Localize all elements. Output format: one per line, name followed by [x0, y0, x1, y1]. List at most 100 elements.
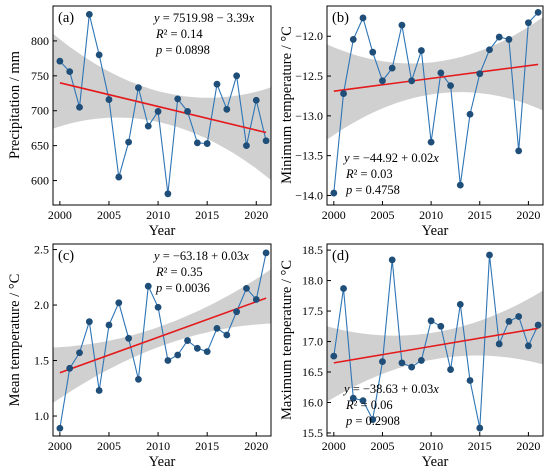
- y-tick-label: 1.5: [34, 354, 49, 368]
- x-tick-label: 2010: [419, 208, 443, 222]
- x-tick-label: 2000: [322, 439, 346, 453]
- data-point: [379, 358, 386, 366]
- data-point: [340, 90, 347, 97]
- data-point: [476, 70, 484, 78]
- y-tick-label: 18.5: [302, 243, 323, 257]
- x-tick-label: 2015: [195, 208, 219, 222]
- data-point: [388, 64, 396, 72]
- y-tick-label: 16.5: [302, 365, 323, 379]
- data-point: [515, 313, 523, 320]
- y-tick-label: 1.0: [34, 409, 49, 423]
- plot-frame: [326, 243, 544, 437]
- x-axis-label: Year: [422, 223, 449, 239]
- panel-label: (d): [332, 248, 349, 264]
- data-point: [125, 138, 133, 146]
- data-point: [233, 72, 241, 80]
- data-point: [154, 303, 162, 311]
- data-point: [379, 77, 386, 85]
- plot-frame: [52, 243, 272, 437]
- x-tick-label: 2005: [370, 208, 394, 222]
- x-tick-label: 2020: [244, 208, 268, 222]
- data-point: [252, 96, 260, 104]
- y-tick-label: 15.5: [302, 426, 323, 440]
- data-point: [262, 137, 270, 145]
- data-point: [417, 357, 425, 364]
- data-point: [66, 364, 74, 372]
- x-tick-label: 2000: [48, 208, 72, 222]
- data-point: [85, 318, 93, 326]
- data-point: [408, 77, 416, 85]
- chart-panel-1: 2000 2005 2010 2015 2020 600 650 700 750 800 Year P…: [7, 5, 272, 239]
- x-axis-label: Year: [149, 454, 176, 470]
- x-tick-label: 2005: [97, 439, 121, 453]
- panel-label: (b): [332, 10, 349, 26]
- panel-label: (c): [58, 248, 74, 264]
- data-point: [164, 190, 172, 198]
- data-point: [115, 173, 123, 181]
- data-point: [437, 322, 445, 330]
- y-tick-label: 17.0: [302, 335, 323, 349]
- data-point: [398, 359, 406, 367]
- r-squared: R² = 0.35: [155, 265, 203, 279]
- x-tick-label: 2000: [322, 208, 346, 222]
- regression-equation: y = −38.63 + 0.03x: [342, 382, 439, 396]
- y-tick-label: −12.0: [295, 29, 323, 43]
- data-point: [417, 47, 425, 54]
- y-tick-label: −13.5: [295, 149, 323, 163]
- data-point: [144, 122, 152, 130]
- data-point: [203, 348, 211, 356]
- data-point: [135, 375, 142, 383]
- y-axis-label: Minimum temperature / °C: [279, 26, 295, 184]
- data-point: [174, 95, 182, 103]
- y-tick-label: 16.0: [302, 395, 323, 409]
- series-line: [59, 252, 267, 429]
- r-squared: R² = 0.06: [345, 398, 393, 412]
- data-point: [515, 147, 523, 155]
- chart-panel-3: 2000 2005 2010 2015 2020 1.0 1.5 2.0 2.5 Year Mean…: [7, 243, 272, 470]
- data-point: [505, 36, 513, 43]
- x-tick-label: 2015: [195, 439, 219, 453]
- data-point: [125, 334, 133, 342]
- x-tick-label: 2015: [468, 439, 492, 453]
- data-point: [495, 340, 503, 348]
- x-tick-label: 2005: [97, 208, 121, 222]
- data-point: [456, 181, 464, 189]
- data-point: [105, 321, 113, 329]
- data-point: [330, 352, 338, 360]
- data-point: [223, 105, 231, 113]
- y-tick-label: 600: [31, 174, 49, 188]
- p-value: p = 0.0036: [155, 281, 210, 295]
- y-tick-label: 2.5: [34, 243, 49, 257]
- data-point: [233, 308, 241, 316]
- data-point: [495, 33, 503, 41]
- data-point: [223, 331, 231, 339]
- plot-frame: [52, 5, 272, 206]
- y-tick-label: −12.5: [295, 69, 323, 83]
- data-point: [330, 189, 338, 197]
- y-tick-label: 700: [31, 104, 49, 118]
- data-point: [66, 68, 74, 76]
- data-point: [534, 8, 542, 16]
- regression-equation: y = −63.18 + 0.03x: [152, 249, 249, 263]
- x-tick-label: 2020: [516, 208, 540, 222]
- data-point: [76, 349, 83, 357]
- trend-line: [333, 327, 539, 364]
- y-tick-label: −14.0: [295, 188, 323, 202]
- data-point: [525, 19, 532, 27]
- data-point: [388, 256, 396, 264]
- series-line: [333, 254, 539, 429]
- r-squared: R² = 0.03: [345, 167, 393, 181]
- data-point: [184, 337, 191, 344]
- data-point: [193, 344, 201, 352]
- y-tick-label: −13.0: [295, 109, 323, 123]
- y-axis-label: Mean temperature / °C: [7, 274, 23, 407]
- data-point: [135, 84, 142, 92]
- plot-area: [53, 249, 271, 432]
- data-point: [174, 351, 182, 359]
- x-axis-label: Year: [149, 223, 176, 239]
- y-axis-label: Precipitation / mm: [7, 50, 23, 159]
- plot-area: [327, 251, 543, 432]
- regression-equation: y = −44.92 + 0.02x: [342, 151, 439, 165]
- data-point: [408, 363, 416, 371]
- p-value: p = 0.2908: [345, 414, 400, 428]
